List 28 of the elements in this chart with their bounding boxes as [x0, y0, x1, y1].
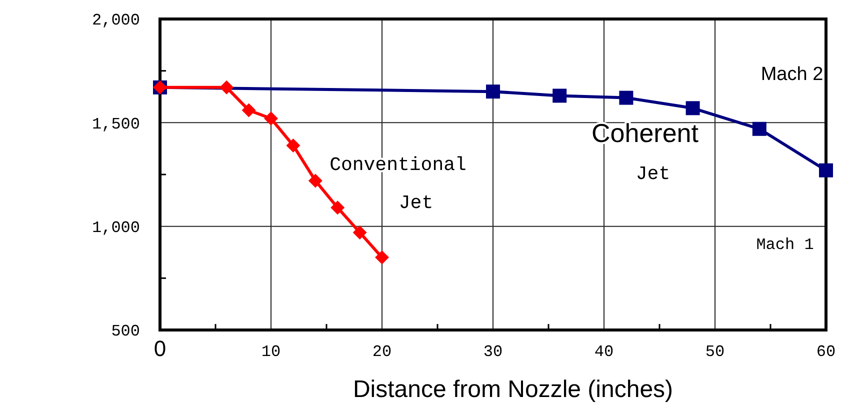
- point: [552, 88, 567, 103]
- point: [686, 101, 700, 116]
- y-tick-label: 2,000: [92, 12, 140, 30]
- point: [619, 90, 634, 105]
- y-tick-label: 1,500: [92, 115, 140, 134]
- point: [264, 112, 278, 126]
- point: [752, 122, 766, 136]
- y-tick-label: 500: [111, 322, 140, 341]
- x-tick-label: 40: [594, 343, 614, 361]
- point: [819, 163, 833, 178]
- x-tick-label: 10: [261, 343, 281, 361]
- annotation: Mach 1: [756, 236, 814, 254]
- x-tick-label: 20: [372, 343, 392, 361]
- point: [352, 226, 367, 240]
- point: [220, 80, 234, 94]
- x-tick-label: 0: [154, 336, 166, 361]
- x-axis-title: Distance from Nozzle (inches): [352, 376, 674, 403]
- annotation: Mach 2: [760, 64, 824, 85]
- point: [286, 138, 300, 152]
- point: [242, 103, 256, 118]
- x-tick-label: 30: [483, 343, 503, 361]
- point: [330, 200, 345, 215]
- y-tick-label: 1,000: [92, 218, 140, 237]
- point: [486, 84, 500, 99]
- point: [308, 174, 322, 188]
- x-tick-label: 60: [816, 343, 836, 361]
- x-tick-label: 50: [705, 343, 725, 361]
- point: [375, 250, 389, 264]
